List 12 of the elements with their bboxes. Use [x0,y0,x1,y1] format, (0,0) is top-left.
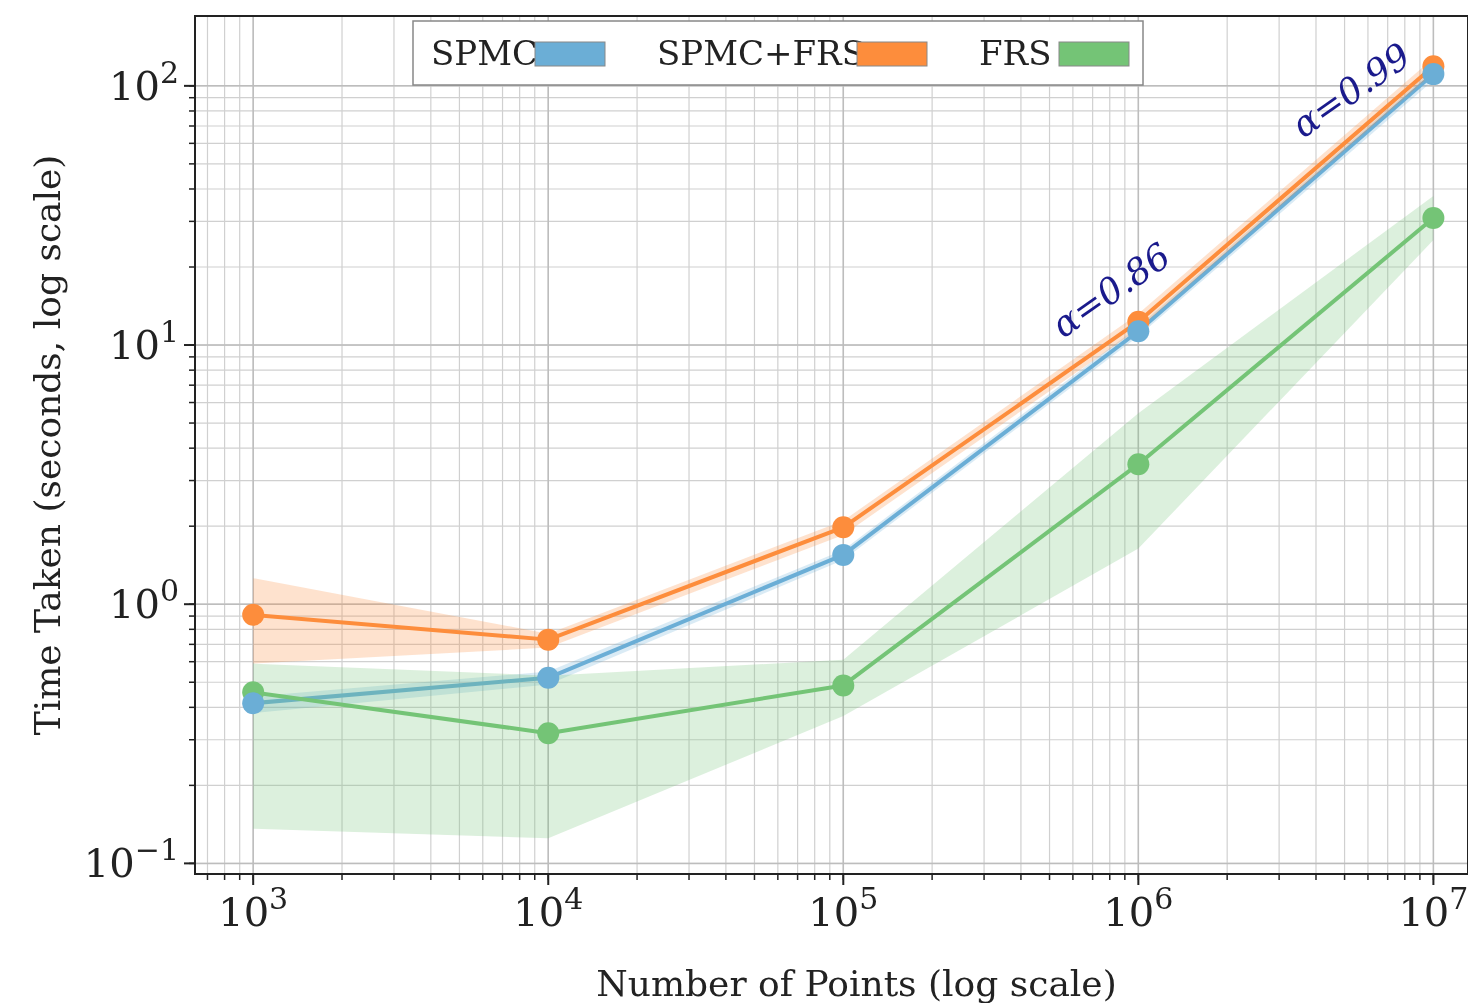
x-tick-label: 10$^{4}$ [513,880,584,935]
x-tick-label: 10$^{7}$ [1398,880,1468,935]
x-tick-label: 10$^{5}$ [808,880,879,935]
legend-label: SPMC [431,33,538,73]
x-tick-label: 10$^{3}$ [218,880,289,935]
x-tick-label: 10$^{6}$ [1103,880,1174,935]
y-tick-label: 10$^{0}$ [109,572,179,628]
y-tick-label: 10$^{2}$ [109,54,179,109]
y-axis-title: Time Taken (seconds, log scale) [27,154,68,736]
y-tick-label: 10$^{1}$ [109,313,179,369]
y-tick-label: 10$^{−1}$ [83,831,179,887]
legend-label: FRS [979,33,1052,73]
